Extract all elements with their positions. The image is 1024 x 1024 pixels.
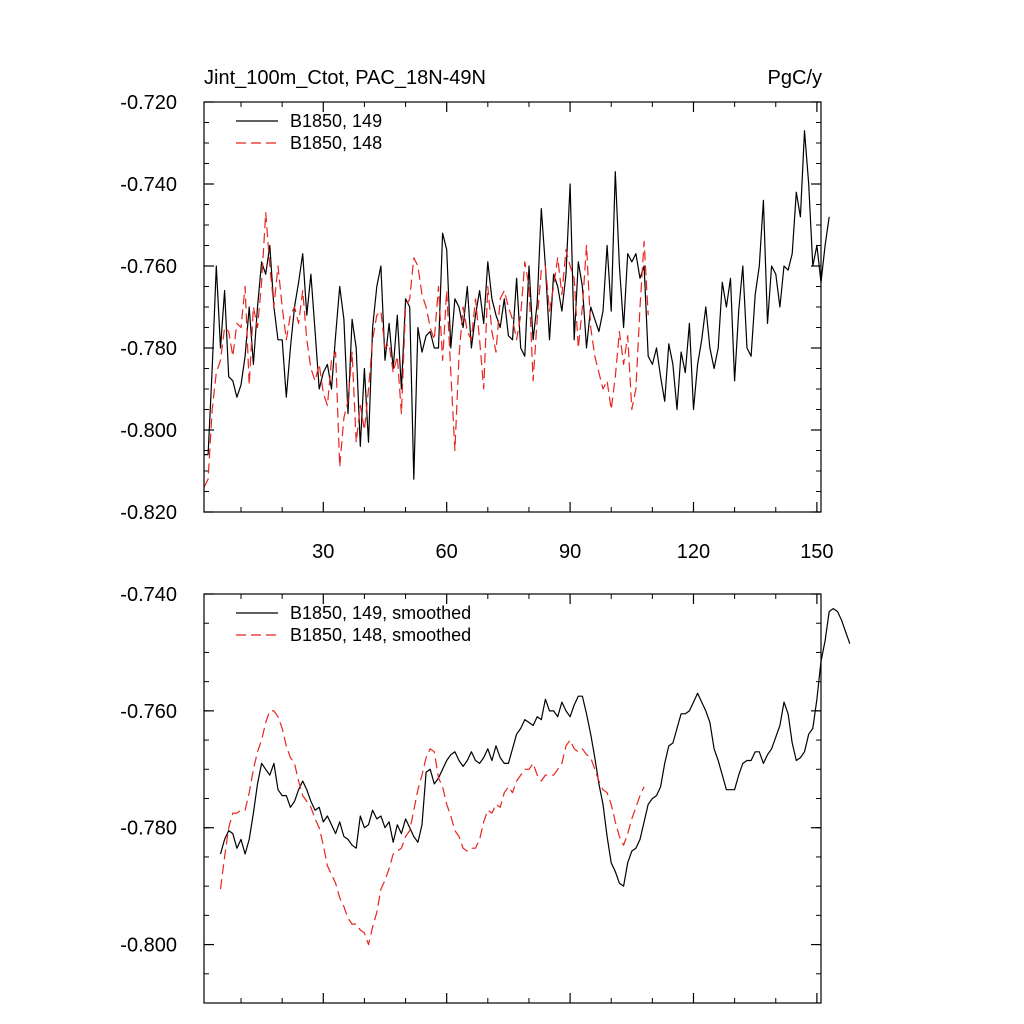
y-tick-label: -0.800 xyxy=(120,420,177,442)
top-plot-frame xyxy=(203,101,822,513)
top-panel-x-tick-labels: 30 60 90 120 150 xyxy=(312,541,833,563)
legend-label-149-smoothed: B1850, 149, smoothed xyxy=(290,603,471,623)
x-tick-label: 120 xyxy=(677,541,710,563)
series-line xyxy=(204,130,830,480)
y-tick-label: -0.720 xyxy=(120,92,177,114)
top-panel-series xyxy=(203,130,830,488)
bottom-plot-frame xyxy=(203,593,822,1004)
y-tick-label: -0.740 xyxy=(120,584,177,606)
y-tick-label: -0.760 xyxy=(120,256,177,278)
x-tick-label: 30 xyxy=(312,541,334,563)
y-tick-label: -0.820 xyxy=(120,502,177,524)
y-tick-label: -0.760 xyxy=(120,701,177,723)
legend-label-148: B1850, 148 xyxy=(290,133,382,153)
top-panel-y-tick-labels: -0.720 -0.740 -0.760 -0.780 -0.800 -0.820 xyxy=(120,92,177,524)
x-tick-label: 90 xyxy=(559,541,581,563)
bottom-legend: B1850, 149, smoothed B1850, 148, smoothe… xyxy=(236,603,471,645)
y-tick-label: -0.780 xyxy=(120,818,177,840)
bottom-panel: -0.740 -0.760 -0.780 -0.800 B1850, 149, smo… xyxy=(120,584,851,1004)
legend-label-148-smoothed: B1850, 148, smoothed xyxy=(290,625,471,645)
x-tick-label: 60 xyxy=(436,541,458,563)
bottom-panel-ticks xyxy=(204,593,821,1004)
panel-title: Jint_100m_Ctot, PAC_18N-49N xyxy=(204,67,486,89)
series-line xyxy=(203,212,649,488)
top-legend: B1850, 149 B1850, 148 xyxy=(236,111,382,153)
y-tick-label: -0.780 xyxy=(120,338,177,360)
bottom-panel-series xyxy=(219,607,851,946)
units-label: PgC/y xyxy=(768,67,822,89)
series-line xyxy=(219,607,851,887)
top-panel: Jint_100m_Ctot, PAC_18N-49N PgC/y -0.720… xyxy=(120,67,833,563)
x-tick-label: 150 xyxy=(800,541,833,563)
y-tick-label: -0.800 xyxy=(120,935,177,957)
bottom-panel-y-tick-labels: -0.740 -0.760 -0.780 -0.800 xyxy=(120,584,177,957)
top-panel-ticks xyxy=(204,101,821,513)
series-line xyxy=(219,710,645,946)
legend-label-149: B1850, 149 xyxy=(290,111,382,131)
y-tick-label: -0.740 xyxy=(120,174,177,196)
